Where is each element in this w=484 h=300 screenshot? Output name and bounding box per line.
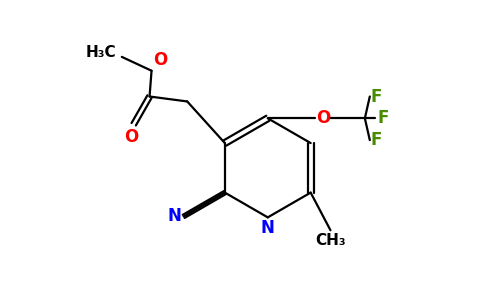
Text: F: F (371, 131, 382, 149)
Text: N: N (261, 219, 275, 237)
Text: O: O (124, 128, 139, 146)
Text: O: O (153, 51, 168, 69)
Text: H₃C: H₃C (85, 45, 116, 60)
Text: O: O (317, 109, 331, 127)
Text: F: F (378, 109, 389, 127)
Text: CH₃: CH₃ (315, 233, 346, 248)
Text: N: N (168, 207, 182, 225)
Text: F: F (371, 88, 382, 106)
